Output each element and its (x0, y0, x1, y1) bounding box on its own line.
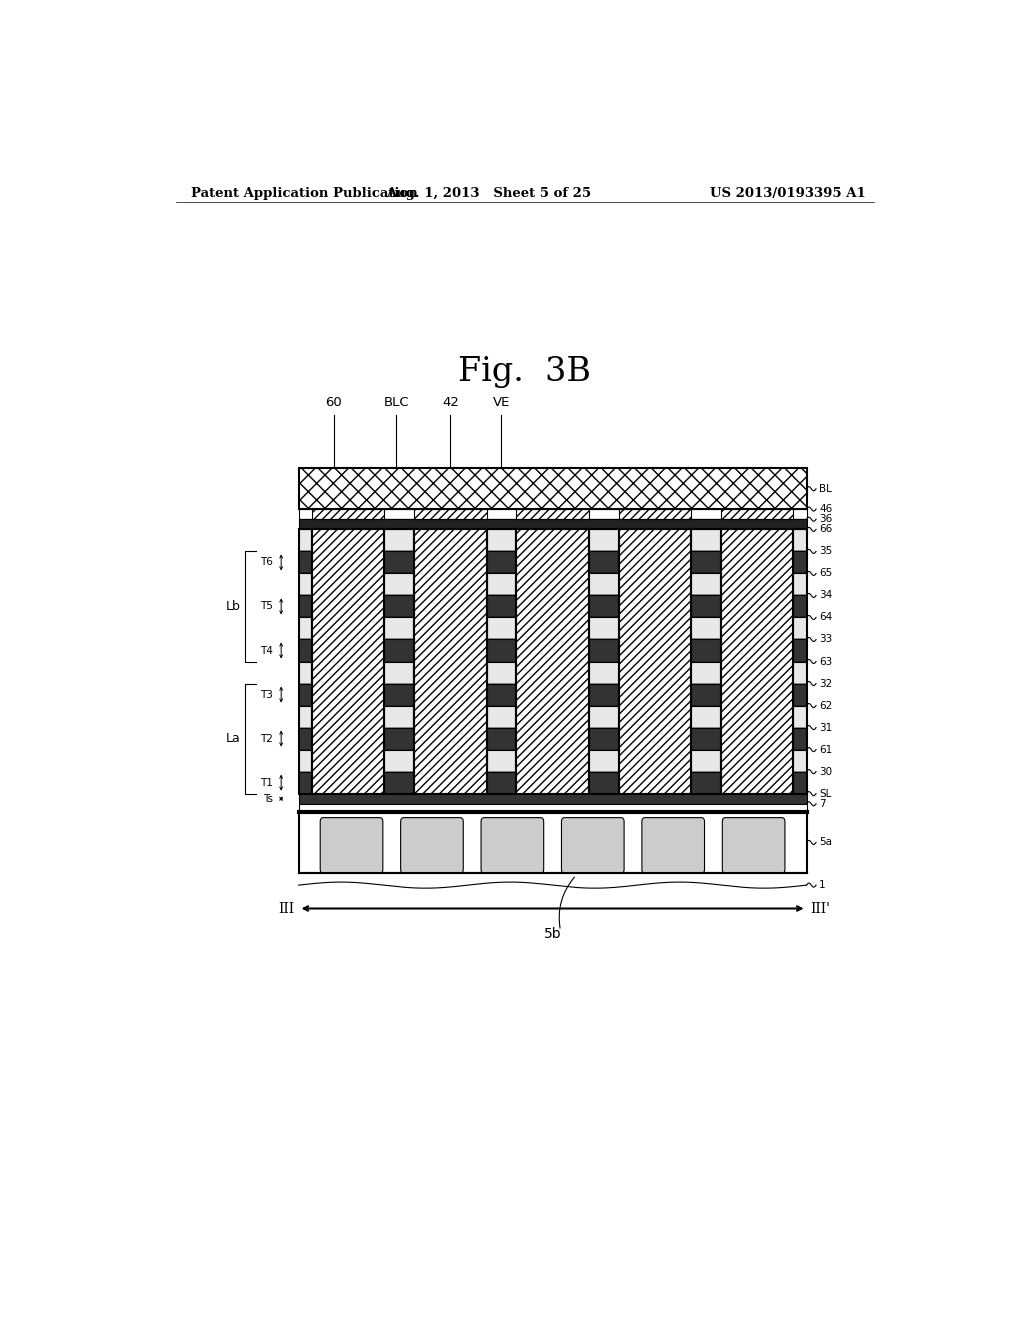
Text: SL: SL (819, 788, 831, 799)
Text: 60: 60 (326, 396, 342, 409)
Text: Fig.  3B: Fig. 3B (459, 356, 591, 388)
Bar (299, 661, 807, 684)
Text: 35: 35 (819, 546, 833, 557)
Bar (618, 510, 691, 519)
Text: Patent Application Publication: Patent Application Publication (191, 187, 418, 201)
Text: 5a: 5a (819, 837, 833, 847)
FancyBboxPatch shape (561, 817, 624, 874)
Text: 36: 36 (819, 515, 833, 524)
Bar (299, 706, 807, 727)
Bar (312, 510, 384, 519)
Text: 31: 31 (819, 722, 833, 733)
Bar (299, 750, 807, 772)
Text: 5b: 5b (544, 927, 561, 941)
Bar (299, 804, 807, 812)
Text: 66: 66 (819, 524, 833, 535)
Text: 46: 46 (819, 504, 833, 513)
Text: Lb: Lb (226, 601, 241, 612)
Bar (299, 510, 807, 519)
Bar (721, 510, 794, 519)
Text: 65: 65 (819, 569, 833, 578)
Text: 61: 61 (819, 744, 833, 755)
Text: Aug. 1, 2013   Sheet 5 of 25: Aug. 1, 2013 Sheet 5 of 25 (386, 187, 592, 201)
Bar (299, 529, 807, 793)
Bar (618, 510, 691, 519)
Bar (414, 510, 486, 519)
Bar (299, 727, 807, 750)
Bar (299, 684, 807, 706)
Bar (299, 552, 807, 573)
FancyBboxPatch shape (722, 817, 785, 874)
Bar (414, 529, 486, 793)
Text: III: III (279, 902, 295, 916)
Bar (414, 510, 486, 519)
Bar (516, 529, 589, 793)
Text: 30: 30 (819, 767, 833, 776)
Bar (721, 529, 794, 793)
Bar (299, 618, 807, 639)
Bar (414, 529, 486, 793)
Text: 33: 33 (819, 635, 833, 644)
Text: US 2013/0193395 A1: US 2013/0193395 A1 (711, 187, 866, 201)
Text: T1: T1 (260, 777, 273, 788)
Bar (299, 469, 807, 510)
Bar (299, 469, 807, 510)
Text: BLC: BLC (383, 396, 409, 409)
Bar (312, 529, 384, 793)
FancyBboxPatch shape (400, 817, 463, 874)
Bar (618, 529, 691, 793)
Text: 64: 64 (819, 612, 833, 623)
Text: 1: 1 (819, 880, 825, 890)
Bar (299, 793, 807, 804)
Bar (516, 510, 589, 519)
Bar (312, 529, 384, 793)
Text: III': III' (811, 902, 830, 916)
Text: 32: 32 (819, 678, 833, 689)
Text: 62: 62 (819, 701, 833, 710)
FancyBboxPatch shape (481, 817, 544, 874)
Bar (299, 573, 807, 595)
Text: T2: T2 (260, 734, 273, 743)
Bar (721, 529, 794, 793)
Text: T5: T5 (260, 602, 273, 611)
Text: T3: T3 (260, 689, 273, 700)
Bar (299, 595, 807, 618)
Bar (299, 772, 807, 793)
Bar (721, 510, 794, 519)
Bar (516, 510, 589, 519)
Text: VE: VE (493, 396, 510, 409)
Text: T4: T4 (260, 645, 273, 656)
Bar (312, 510, 384, 519)
Bar (618, 529, 691, 793)
Bar (299, 529, 807, 552)
Bar (299, 519, 807, 529)
Bar (299, 812, 807, 873)
Text: T6: T6 (260, 557, 273, 568)
FancyBboxPatch shape (321, 817, 383, 874)
Text: 63: 63 (819, 656, 833, 667)
FancyBboxPatch shape (642, 817, 705, 874)
Text: Ts: Ts (263, 793, 273, 804)
Text: La: La (226, 733, 241, 744)
Bar (516, 529, 589, 793)
Text: 42: 42 (442, 396, 459, 409)
Bar (299, 639, 807, 661)
Text: 7: 7 (819, 799, 825, 809)
Text: 34: 34 (819, 590, 833, 601)
Text: BL: BL (819, 483, 833, 494)
